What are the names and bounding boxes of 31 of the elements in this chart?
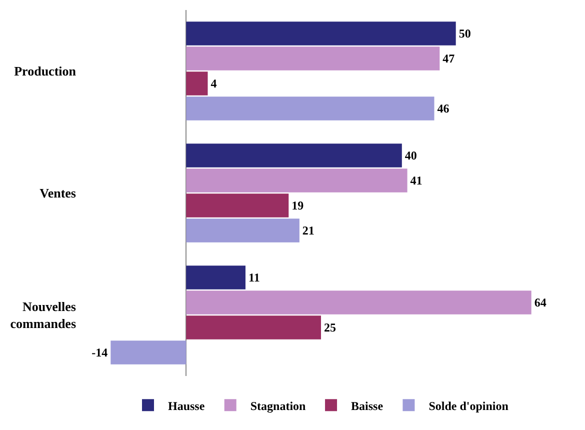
y-tick-label: Ventes <box>40 186 76 201</box>
bar <box>186 266 246 290</box>
legend-label: Stagnation <box>250 398 306 413</box>
data-label: 47 <box>442 51 455 66</box>
y-tick-label: Production <box>14 64 77 79</box>
data-label: 4 <box>210 76 217 91</box>
bar <box>186 22 456 46</box>
bar <box>186 316 321 340</box>
data-label: 50 <box>458 26 471 40</box>
bar <box>186 144 402 168</box>
legend-label: Hausse <box>168 398 206 413</box>
bar <box>186 168 408 192</box>
bar <box>186 194 289 218</box>
data-label: 19 <box>292 198 304 213</box>
data-label: 64 <box>534 295 546 310</box>
y-tick-label: Nouvelles commandes <box>10 299 76 331</box>
data-label: 46 <box>437 102 450 116</box>
data-label: -14 <box>92 346 108 360</box>
bar <box>186 218 300 242</box>
bar <box>186 290 532 314</box>
bar <box>186 72 208 96</box>
bar <box>110 340 186 364</box>
data-label: 21 <box>302 224 314 238</box>
legend-label: Baisse <box>351 398 384 413</box>
data-label: 25 <box>324 320 336 335</box>
legend-label: Solde d'opinion <box>428 398 509 413</box>
bar <box>186 46 440 70</box>
data-label: 40 <box>404 148 417 162</box>
data-label: 11 <box>248 270 260 284</box>
data-label: 41 <box>410 173 422 188</box>
bar <box>186 96 434 120</box>
